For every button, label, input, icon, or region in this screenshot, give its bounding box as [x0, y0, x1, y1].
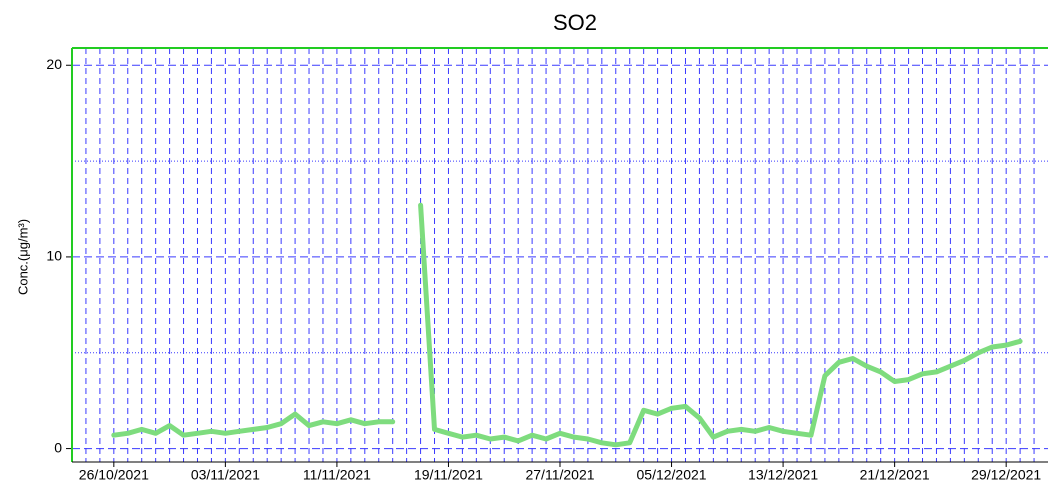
x-tick-label: 05/12/2021 — [637, 467, 707, 483]
x-tick-label: 03/11/2021 — [191, 467, 260, 483]
x-tick-label: 11/11/2021 — [303, 467, 371, 483]
y-tick-label: 10 — [46, 248, 62, 264]
y-tick-label: 0 — [54, 439, 62, 455]
y-axis-label: Conc.(μg/m³) — [15, 219, 30, 295]
x-tick-label: 21/12/2021 — [860, 467, 930, 483]
data-line — [418, 202, 1023, 448]
chart-title: SO2 — [553, 10, 597, 35]
x-tick-label: 19/11/2021 — [414, 467, 483, 483]
x-tick-label: 29/12/2021 — [971, 467, 1041, 483]
x-tick-label: 27/11/2021 — [525, 467, 594, 483]
y-tick-label: 20 — [46, 56, 62, 72]
x-tick-label: 26/10/2021 — [79, 467, 149, 483]
x-tick-label: 13/12/2021 — [748, 467, 818, 483]
data-line — [111, 411, 396, 438]
